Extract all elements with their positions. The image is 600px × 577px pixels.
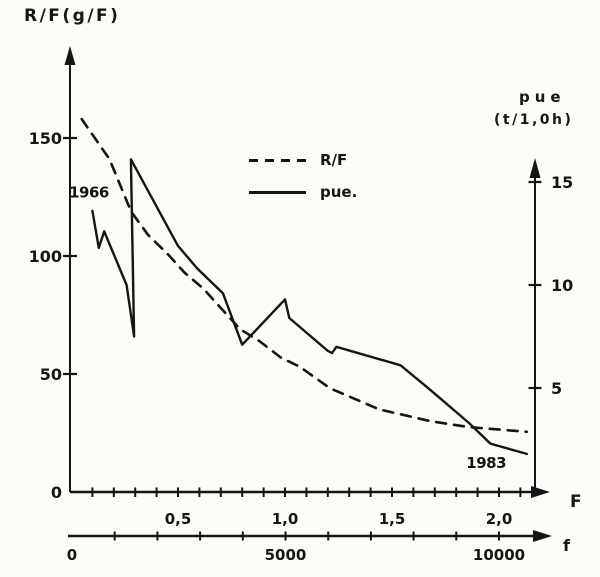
right-axis-units: (t/1,0h) [494, 112, 574, 128]
left-axis-tick-label: 150 [29, 129, 62, 148]
right-axis-tick-label: 15 [551, 173, 573, 192]
left-axis-tick-label: 100 [29, 247, 62, 266]
legend-row-pue: pue. [249, 182, 357, 202]
right-axis-title: pue [519, 88, 566, 106]
legend: R/F pue. [249, 150, 357, 214]
x-axis-tick-label: 2,0 [486, 510, 513, 528]
f-axis-arrow [533, 530, 552, 542]
solid-line-sample [249, 190, 306, 194]
left-axis-arrow [64, 46, 76, 65]
year-annotation-1966: 1966 [69, 183, 109, 201]
legend-label-pue: pue. [320, 183, 358, 201]
left-axis-tick-label: 0 [51, 483, 62, 502]
pue-curve [91, 158, 528, 456]
x-axis-tick-label: 0,5 [165, 510, 192, 528]
f-axis-tick-label: 10000 [473, 546, 525, 564]
f-axis-letter: f [563, 536, 570, 555]
x-axis-tick-label: 1,5 [379, 510, 406, 528]
x-axis-tick-label: 1,0 [272, 510, 299, 528]
dashed-line-sample [249, 158, 306, 162]
right-axis-tick-label: 10 [551, 276, 573, 295]
left-axis-tick-label: 50 [40, 365, 62, 384]
legend-label-rf: R/F [320, 151, 348, 169]
legend-row-rf: R/F [249, 150, 357, 170]
x-axis-letter: F [570, 492, 582, 512]
year-annotation-1983: 1983 [466, 454, 506, 472]
right-axis-tick-label: 5 [551, 379, 562, 398]
left-axis-title: R/F(g/F) [24, 6, 121, 26]
x-axis-arrow [531, 486, 550, 498]
f-axis-tick-label: 0 [67, 546, 77, 564]
f-axis-tick-label: 5000 [265, 546, 307, 564]
right-axis-arrow [529, 158, 541, 178]
